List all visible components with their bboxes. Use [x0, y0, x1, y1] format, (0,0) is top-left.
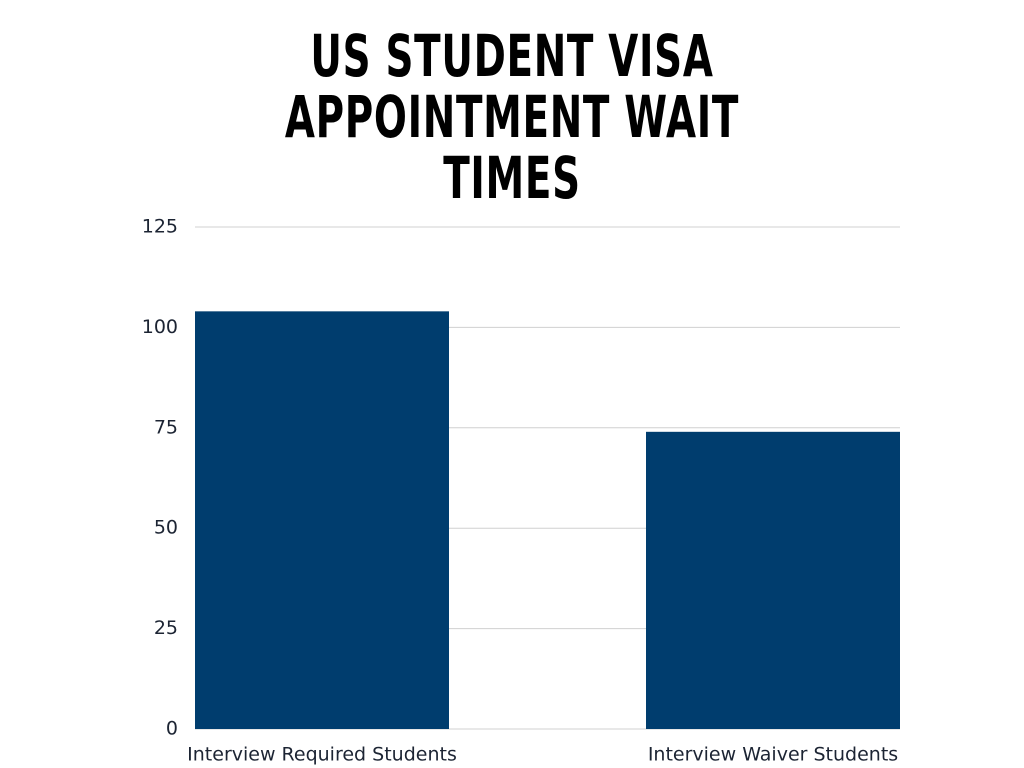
y-tick-label: 100: [142, 316, 178, 338]
x-tick-label: Interview Waiver Students: [648, 744, 898, 766]
x-tick-label: Interview Required Students: [187, 744, 457, 766]
bar: [195, 311, 449, 729]
y-tick-label: 25: [154, 617, 178, 639]
y-tick-label: 0: [166, 718, 178, 740]
y-tick-label: 125: [142, 216, 178, 238]
title-box: US STUDENT VISA APPOINTMENT WAIT TIMES: [278, 26, 747, 209]
chart-title: US STUDENT VISA APPOINTMENT WAIT TIMES: [284, 22, 740, 212]
y-tick-label: 50: [154, 517, 178, 539]
bar: [646, 431, 900, 729]
y-tick-label: 75: [154, 416, 178, 438]
